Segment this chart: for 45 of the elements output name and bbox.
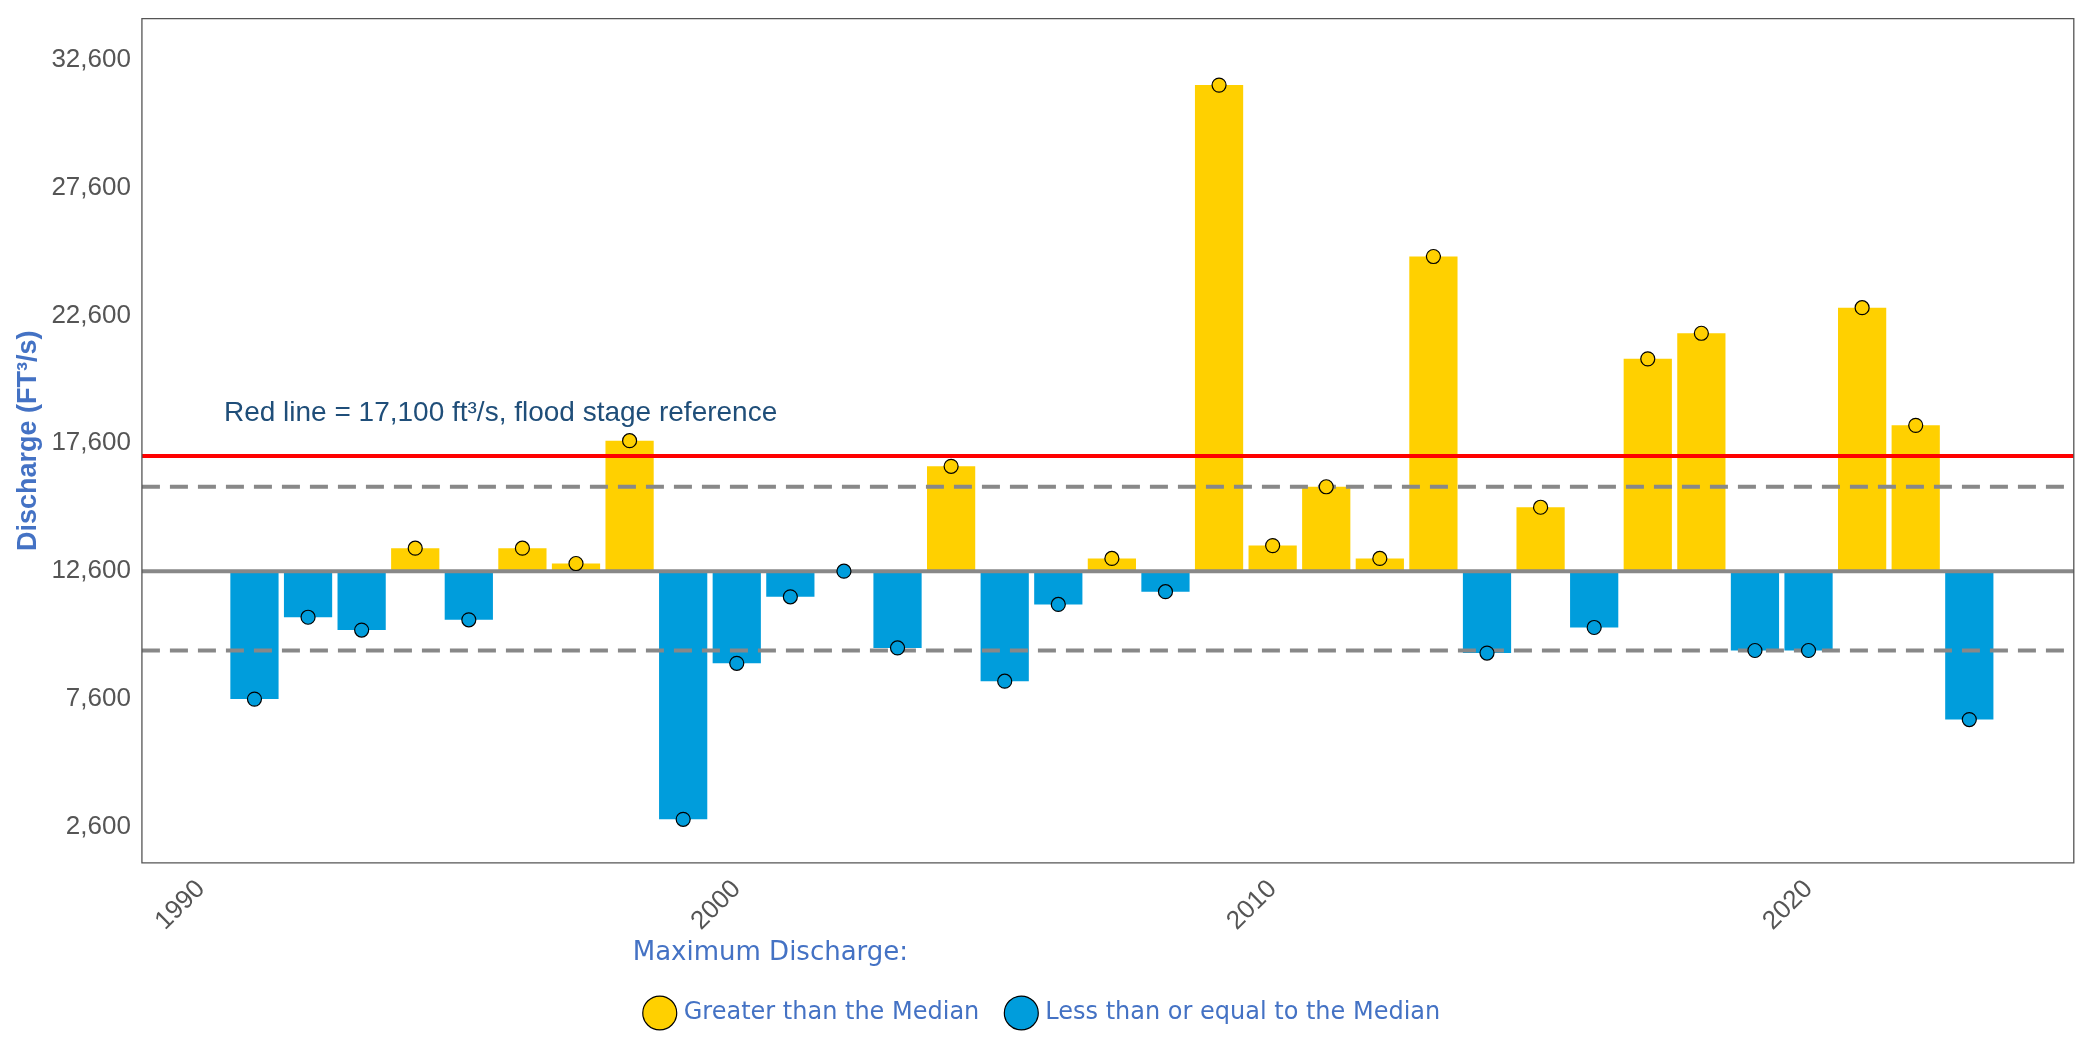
point xyxy=(1908,417,1924,433)
point xyxy=(729,655,745,671)
point xyxy=(1157,584,1174,600)
point xyxy=(514,540,530,556)
legend-label: Less than or equal to the Median xyxy=(1045,997,1441,1026)
point xyxy=(943,458,959,474)
point xyxy=(300,609,316,625)
point xyxy=(1961,711,1977,728)
point xyxy=(461,612,477,628)
point xyxy=(782,589,798,605)
y-tick-label: 2,600 xyxy=(65,810,131,841)
point xyxy=(889,640,906,656)
point xyxy=(1211,77,1227,93)
y-tick-label: 22,600 xyxy=(51,298,131,329)
y-tick-label: 27,600 xyxy=(51,170,131,201)
legend-label: Greater than the Median xyxy=(683,997,980,1026)
y-tick-label: 7,600 xyxy=(65,682,131,713)
point xyxy=(354,622,370,638)
point xyxy=(621,433,638,449)
point xyxy=(836,563,852,579)
y-tick-label: 32,600 xyxy=(51,42,131,73)
point xyxy=(1372,550,1388,566)
point xyxy=(1747,642,1763,659)
point xyxy=(1586,619,1602,636)
point xyxy=(1318,479,1334,495)
y-tick-label: 17,600 xyxy=(51,426,131,457)
point xyxy=(1800,642,1817,659)
annotation: Red line = 17,100 ft³/s, flood stage reference xyxy=(223,395,778,427)
y-axis-title: Discharge (FT³/s) xyxy=(11,330,42,551)
point xyxy=(1050,596,1066,613)
point xyxy=(997,673,1013,689)
point xyxy=(1265,538,1281,554)
point xyxy=(1693,325,1709,341)
point xyxy=(1104,550,1120,566)
point xyxy=(1640,351,1656,367)
point xyxy=(1854,300,1870,316)
legend-title: Maximum Discharge: xyxy=(632,935,909,966)
y-tick-label: 12,600 xyxy=(51,554,131,585)
point xyxy=(246,691,263,707)
point xyxy=(407,540,423,556)
point xyxy=(675,811,691,827)
point xyxy=(1425,248,1442,265)
point xyxy=(1532,499,1549,515)
point xyxy=(1479,645,1495,661)
point xyxy=(568,555,584,572)
